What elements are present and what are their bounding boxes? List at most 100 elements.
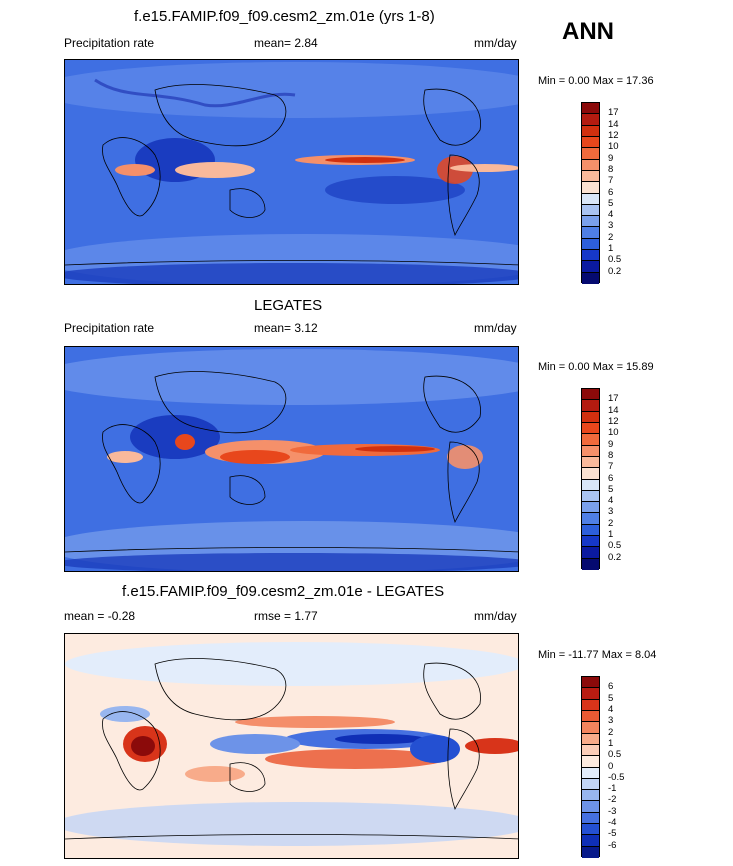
colorbar-swatch <box>582 434 599 446</box>
colorbar-tick-label: 1 <box>608 737 614 749</box>
panel-1-title: f.e15.FAMIP.f09_f09.cesm2_zm.01e (yrs 1-… <box>134 8 435 25</box>
panel-1-variable-label: Precipitation rate <box>64 36 155 50</box>
colorbar-swatch <box>582 114 599 126</box>
panel-2-minmax: Min = 0.00 Max = 15.89 <box>538 361 654 373</box>
panel-3-map-field <box>65 634 518 858</box>
colorbar-tick-label: 8 <box>608 163 614 175</box>
colorbar-swatch <box>582 722 599 734</box>
colorbar-swatch <box>582 513 599 525</box>
colorbar-tick-label: 2 <box>608 517 614 529</box>
colorbar-tick-label: 7 <box>608 175 614 187</box>
colorbar-tick-label: -3 <box>608 805 617 817</box>
panel-2-mean-label: mean= 3.12 <box>254 321 318 335</box>
colorbar-swatch <box>582 170 599 183</box>
colorbar-swatch <box>582 193 599 205</box>
colorbar-tick-label: 6 <box>608 186 614 198</box>
colorbar-swatch <box>582 801 599 813</box>
panel-1-units-label: mm/day <box>474 36 517 50</box>
colorbar-tick-label: 12 <box>608 129 619 141</box>
colorbar-swatch <box>582 846 599 858</box>
colorbar-tick-label: 9 <box>608 438 614 450</box>
panel-1-map <box>64 59 519 285</box>
colorbar-tick-label: 14 <box>608 118 619 130</box>
colorbar-swatch <box>582 136 599 149</box>
colorbar-swatch <box>582 744 599 757</box>
panel-2-title: LEGATES <box>254 297 323 314</box>
season-label: ANN <box>562 18 614 45</box>
colorbar-swatch <box>582 688 599 700</box>
panel-1-colorbar <box>581 102 600 284</box>
colorbar-swatch <box>582 182 599 194</box>
colorbar-swatch <box>582 445 599 457</box>
colorbar-swatch <box>582 400 599 412</box>
colorbar-tick-label: -1 <box>608 783 617 795</box>
colorbar-swatch <box>582 778 599 791</box>
panel-3-mean-label: mean = -0.28 <box>64 609 136 623</box>
colorbar-swatch <box>582 389 599 401</box>
colorbar-swatch <box>582 699 599 711</box>
colorbar-tick-label: 4 <box>608 209 614 221</box>
colorbar-swatch <box>582 790 599 802</box>
colorbar-tick-label: 6 <box>608 472 614 484</box>
colorbar-swatch <box>582 824 599 836</box>
colorbar-swatch <box>582 422 599 435</box>
colorbar-tick-label: 3 <box>608 506 614 518</box>
colorbar-tick-label: 4 <box>608 495 614 507</box>
colorbar-swatch <box>582 148 599 160</box>
panel-3-units-label: mm/day <box>474 609 517 623</box>
colorbar-tick-label: 0 <box>608 760 614 772</box>
colorbar-tick-label: 10 <box>608 141 619 153</box>
colorbar-swatch <box>582 677 599 689</box>
colorbar-swatch <box>582 502 599 514</box>
colorbar-tick-label: -0.5 <box>608 771 625 783</box>
colorbar-swatch <box>582 272 599 284</box>
colorbar-swatch <box>582 733 599 745</box>
panel-3-rmse-label: rmse = 1.77 <box>254 609 318 623</box>
colorbar-tick-label: -2 <box>608 794 617 806</box>
panel-2-variable-label: Precipitation rate <box>64 321 155 335</box>
colorbar-tick-label: 0.2 <box>608 265 622 277</box>
panel-2-colorbar <box>581 388 600 570</box>
colorbar-tick-label: 0.5 <box>608 540 622 552</box>
colorbar-tick-label: 5 <box>608 692 614 704</box>
colorbar-tick-label: 1 <box>608 243 614 255</box>
colorbar-swatch <box>582 238 599 251</box>
panel-3-map <box>64 633 519 859</box>
colorbar-swatch <box>582 250 599 262</box>
colorbar-tick-label: -4 <box>608 817 617 829</box>
colorbar-swatch <box>582 103 599 115</box>
colorbar-swatch <box>582 490 599 503</box>
colorbar-swatch <box>582 125 599 137</box>
colorbar-swatch <box>582 710 599 723</box>
colorbar-tick-label: 3 <box>608 715 614 727</box>
colorbar-tick-label: 9 <box>608 152 614 164</box>
colorbar-swatch <box>582 524 599 537</box>
panel-3-title: f.e15.FAMIP.f09_f09.cesm2_zm.01e - LEGAT… <box>122 583 445 600</box>
colorbar-tick-label: 1 <box>608 529 614 541</box>
colorbar-swatch <box>582 558 599 570</box>
colorbar-tick-label: 12 <box>608 415 619 427</box>
colorbar-tick-label: 17 <box>608 393 619 405</box>
colorbar-swatch <box>582 159 599 171</box>
colorbar-swatch <box>582 812 599 825</box>
panel-1-mean-label: mean= 2.84 <box>254 36 318 50</box>
panel-3-colorbar <box>581 676 600 858</box>
colorbar-tick-label: 7 <box>608 461 614 473</box>
colorbar-tick-label: -5 <box>608 828 617 840</box>
panel-1-map-field <box>65 60 518 284</box>
colorbar-swatch <box>582 479 599 491</box>
panel-2-units-label: mm/day <box>474 321 517 335</box>
colorbar-swatch <box>582 547 599 559</box>
panel-3-minmax: Min = -11.77 Max = 8.04 <box>538 649 657 661</box>
colorbar-swatch <box>582 756 599 768</box>
colorbar-swatch <box>582 456 599 469</box>
colorbar-swatch <box>582 468 599 480</box>
colorbar-tick-label: 0.2 <box>608 551 622 563</box>
colorbar-tick-label: 17 <box>608 107 619 119</box>
colorbar-swatch <box>582 261 599 273</box>
colorbar-swatch <box>582 204 599 217</box>
colorbar-tick-label: 0.5 <box>608 749 622 761</box>
colorbar-tick-label: -6 <box>608 839 617 851</box>
colorbar-swatch <box>582 216 599 228</box>
panel-2-map <box>64 346 519 572</box>
